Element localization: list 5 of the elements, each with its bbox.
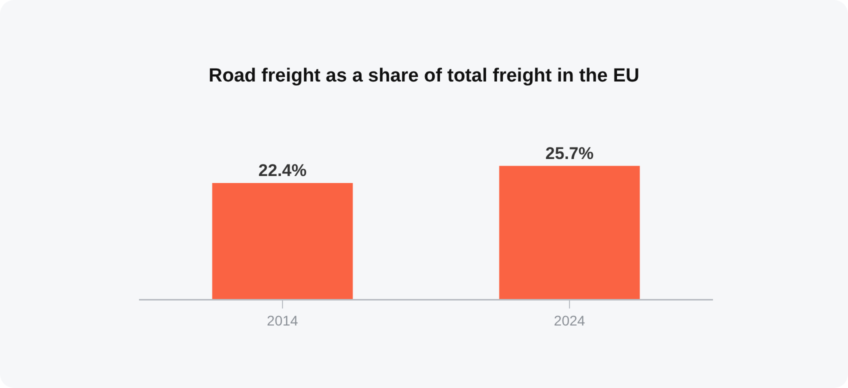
data-label: 25.7% bbox=[545, 144, 594, 163]
x-tick-label: 2024 bbox=[554, 312, 586, 328]
x-tick-label: 2014 bbox=[266, 312, 298, 328]
chart-title: Road freight as a share of total freight in the EU bbox=[208, 66, 640, 87]
data-label: 22.4% bbox=[258, 160, 307, 180]
